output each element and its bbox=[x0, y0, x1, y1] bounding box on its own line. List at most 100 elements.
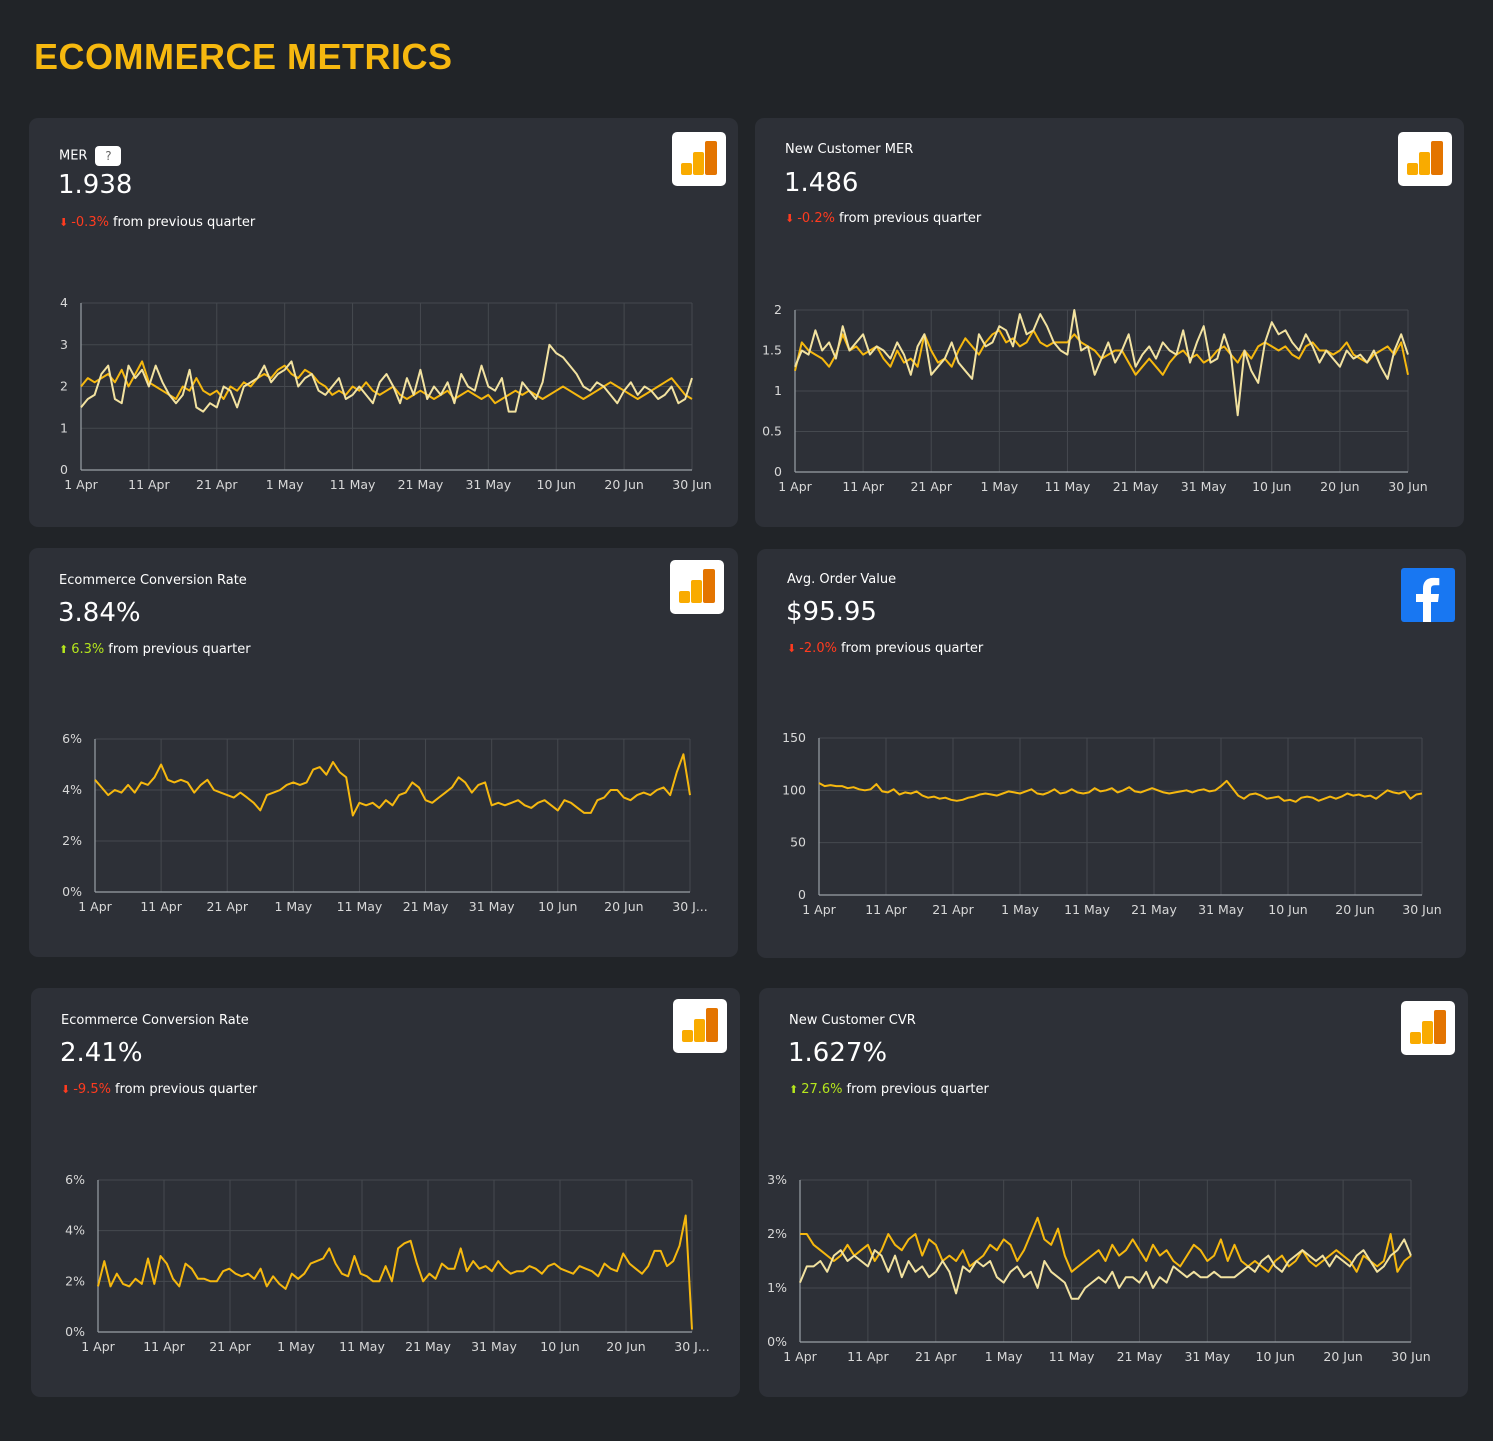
x-tick-label: 1 Apr bbox=[64, 477, 98, 492]
metric-label: MER? bbox=[59, 146, 122, 166]
x-tick-label: 30 Jun bbox=[1391, 1349, 1430, 1364]
google-analytics-icon bbox=[1398, 132, 1452, 186]
x-tick-label: 11 Apr bbox=[128, 477, 170, 492]
y-tick-label: 1 bbox=[60, 420, 68, 435]
y-tick-label: 2% bbox=[767, 1226, 787, 1241]
metric-label: Avg. Order Value bbox=[787, 572, 897, 587]
x-tick-label: 20 Jun bbox=[1320, 479, 1359, 494]
line-chart: 1 Apr 11 Apr 21 Apr 1 May 11 May 21 May 31 May… bbox=[65, 1172, 710, 1354]
x-tick-label: 10 Jun bbox=[1268, 902, 1307, 917]
delta-percent: -9.5% bbox=[73, 1082, 111, 1097]
x-tick-label: 1 May bbox=[266, 477, 304, 492]
x-tick-label: 10 Jun bbox=[538, 899, 577, 914]
metric-card-mer: MER? 1.938 ⬇ -0.3% from previous quarter 1… bbox=[29, 118, 738, 527]
x-tick-label: 21 Apr bbox=[209, 1339, 251, 1354]
y-tick-label: 0.5 bbox=[762, 424, 782, 439]
y-tick-label: 3 bbox=[60, 337, 68, 352]
x-tick-label: 1 May bbox=[274, 899, 312, 914]
y-tick-label: 2 bbox=[60, 379, 68, 394]
y-tick-label: 100 bbox=[782, 782, 806, 797]
metric-value: 1.486 bbox=[784, 168, 859, 198]
delta-suffix: from previous quarter bbox=[108, 642, 251, 657]
x-tick-label: 10 Jun bbox=[540, 1339, 579, 1354]
delta-arrow-icon: ⬇ bbox=[59, 216, 69, 229]
delta-arrow-icon: ⬇ bbox=[785, 212, 795, 225]
y-tick-label: 4% bbox=[65, 1223, 85, 1238]
metric-value: 2.41% bbox=[60, 1038, 143, 1068]
x-tick-label: 1 May bbox=[980, 479, 1018, 494]
x-tick-label: 21 May bbox=[1113, 479, 1159, 494]
x-tick-label: 11 Apr bbox=[143, 1339, 185, 1354]
x-tick-label: 21 Apr bbox=[910, 479, 952, 494]
delta-percent: 6.3% bbox=[71, 642, 105, 657]
metric-value: $95.95 bbox=[786, 597, 877, 627]
metric-card-avg-order-value: Avg. Order Value $95.95 ⬇ -2.0% from previ… bbox=[757, 549, 1466, 958]
x-tick-label: 1 Apr bbox=[783, 1349, 817, 1364]
y-tick-label: 0 bbox=[774, 464, 782, 479]
series-line-2 bbox=[799, 1238, 1412, 1300]
series-line-1 bbox=[800, 1216, 1412, 1273]
y-tick-label: 4 bbox=[60, 295, 68, 310]
x-tick-label: 30 Jun bbox=[1388, 479, 1427, 494]
delta-arrow-icon: ⬆ bbox=[59, 643, 69, 656]
x-tick-label: 21 May bbox=[1131, 902, 1177, 917]
metric-card-new-customer-cvr: New Customer CVR 1.627% ⬆ 27.6% from previ… bbox=[759, 988, 1468, 1397]
x-tick-label: 11 May bbox=[339, 1339, 385, 1354]
series-line-2 bbox=[794, 309, 1409, 417]
y-tick-label: 150 bbox=[782, 730, 806, 745]
series-line-1 bbox=[818, 779, 1423, 803]
x-tick-label: 31 May bbox=[469, 899, 515, 914]
y-tick-label: 0% bbox=[65, 1324, 85, 1339]
metric-value: 3.84% bbox=[58, 598, 141, 628]
y-tick-label: 2 bbox=[774, 302, 782, 317]
page-title: ECOMMERCE METRICS bbox=[34, 36, 453, 77]
x-tick-label: 11 Apr bbox=[847, 1349, 889, 1364]
delta-suffix: from previous quarter bbox=[840, 641, 984, 656]
x-tick-label: 20 Jun bbox=[1323, 1349, 1362, 1364]
y-tick-label: 1% bbox=[767, 1280, 787, 1295]
delta-text: ⬆ 6.3% from previous quarter bbox=[59, 642, 251, 657]
x-tick-label: 30 Jun bbox=[1402, 902, 1441, 917]
metric-value: 1.627% bbox=[788, 1038, 888, 1068]
x-tick-label: 21 Apr bbox=[196, 477, 238, 492]
help-icon[interactable]: ? bbox=[95, 146, 122, 166]
x-tick-label: 11 May bbox=[1064, 902, 1110, 917]
x-tick-label: 11 May bbox=[1049, 1349, 1095, 1364]
metric-value: 1.938 bbox=[58, 170, 133, 200]
delta-text: ⬆ 27.6% from previous quarter bbox=[789, 1082, 989, 1097]
x-tick-label: 10 Jun bbox=[1252, 479, 1291, 494]
x-tick-label: 31 May bbox=[1184, 1349, 1230, 1364]
y-tick-label: 1.5 bbox=[762, 343, 782, 358]
y-tick-label: 2% bbox=[65, 1273, 85, 1288]
metric-card-new-customer-mer: New Customer MER 1.486 ⬇ -0.2% from previo… bbox=[755, 118, 1464, 527]
metric-card-ecommerce-conversion-rate: Ecommerce Conversion Rate 3.84% ⬆ 6.3% fro… bbox=[29, 548, 738, 957]
x-tick-label: 20 Jun bbox=[1335, 902, 1374, 917]
delta-suffix: from previous quarter bbox=[114, 1082, 258, 1097]
x-tick-label: 1 Apr bbox=[778, 479, 812, 494]
x-tick-label: 21 May bbox=[1117, 1349, 1163, 1364]
x-tick-label: 10 Jun bbox=[1256, 1349, 1295, 1364]
x-tick-label: 11 May bbox=[330, 477, 376, 492]
series-line-2 bbox=[80, 343, 693, 413]
x-tick-label: 10 Jun bbox=[537, 477, 576, 492]
x-tick-label: 1 May bbox=[1001, 902, 1039, 917]
x-tick-label: 30 Jun bbox=[672, 477, 711, 492]
y-tick-label: 2% bbox=[62, 833, 82, 848]
y-tick-label: 0 bbox=[60, 462, 68, 477]
line-chart: 1 Apr 11 Apr 21 Apr 1 May 11 May 21 May 31 May… bbox=[782, 730, 1442, 917]
x-tick-label: 11 Apr bbox=[842, 479, 884, 494]
x-tick-label: 31 May bbox=[471, 1339, 517, 1354]
y-tick-label: 6% bbox=[62, 731, 82, 746]
google-analytics-icon bbox=[670, 560, 724, 614]
x-tick-label: 21 Apr bbox=[206, 899, 248, 914]
x-tick-label: 31 May bbox=[465, 477, 511, 492]
x-tick-label: 21 Apr bbox=[915, 1349, 957, 1364]
delta-arrow-icon: ⬇ bbox=[787, 642, 797, 655]
delta-percent: 27.6% bbox=[801, 1082, 843, 1097]
series-line-1 bbox=[80, 360, 693, 405]
x-tick-label: 1 Apr bbox=[81, 1339, 115, 1354]
x-tick-label: 11 Apr bbox=[140, 899, 182, 914]
x-tick-label: 11 May bbox=[1045, 479, 1091, 494]
y-tick-label: 3% bbox=[767, 1172, 787, 1187]
google-analytics-icon bbox=[673, 999, 727, 1053]
